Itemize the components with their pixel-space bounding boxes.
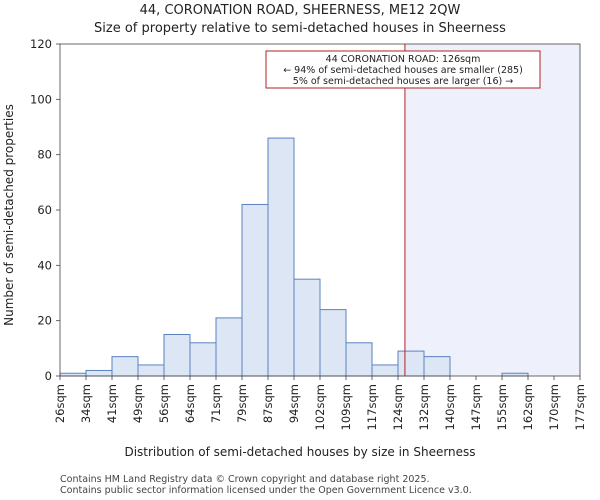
y-tick-label: 80 [37,148,52,162]
bar-117sqm [371,364,399,377]
x-tick-label: 87sqm [261,384,275,423]
x-tick-label: 49sqm [131,384,145,423]
annotation-box: 44 CORONATION ROAD: 126sqm ← 94% of semi… [265,50,541,89]
footer-copyright: Contains HM Land Registry data © Crown c… [60,474,430,485]
bar-41sqm [111,356,139,377]
x-tick-label: 124sqm [391,384,405,430]
bar-87sqm [267,137,295,377]
bar-79sqm [241,203,269,377]
bar-155sqm [501,372,529,377]
x-tick-label: 102sqm [313,384,327,430]
chart-title: 44, CORONATION ROAD, SHEERNESS, ME12 2QW [140,3,461,18]
x-tick-label: 132sqm [417,384,431,430]
footer-licence: Contains public sector information licen… [60,485,472,496]
x-tick-label: 147sqm [469,384,483,430]
bar-64sqm [189,342,217,377]
bar-34sqm [85,369,113,377]
bar-71sqm [215,317,243,377]
bar-102sqm [319,309,347,377]
x-tick-label: 26sqm [53,384,67,423]
x-tick-label: 79sqm [235,384,249,423]
annotation-larger: 5% of semi-detached houses are larger (1… [293,76,513,87]
y-tick-label: 120 [30,37,52,51]
x-tick-label: 117sqm [365,384,379,430]
bar-124sqm [397,350,425,377]
x-tick-label: 170sqm [547,384,561,430]
y-tick-label: 0 [45,369,52,383]
bar-132sqm [423,356,451,377]
y-tick-label: 100 [30,92,52,106]
y-axis-label: Number of semi-detached properties [2,104,16,326]
x-tick-label: 109sqm [339,384,353,430]
x-tick-label: 155sqm [495,384,509,430]
x-tick-label: 34sqm [79,384,93,423]
annotation-smaller: ← 94% of semi-detached houses are smalle… [283,65,523,76]
annotation-title: 44 CORONATION ROAD: 126sqm [326,54,481,65]
bar-56sqm [163,334,191,377]
y-tick-label: 20 [37,314,52,328]
x-tick-label: 162sqm [521,384,535,430]
y-tick-label: 60 [37,203,52,217]
x-tick-label: 177sqm [573,384,587,430]
x-tick-label: 56sqm [157,384,171,423]
bar-109sqm [345,342,373,377]
x-axis-label: Distribution of semi-detached houses by … [124,445,475,459]
chart-subtitle: Size of property relative to semi-detach… [94,21,506,36]
x-tick-label: 140sqm [443,384,457,430]
larger-region-shade [404,44,580,376]
x-tick-label: 64sqm [183,384,197,423]
bar-49sqm [137,364,165,377]
x-tick-label: 94sqm [287,384,301,423]
x-tick-label: 71sqm [209,384,223,423]
bar-26sqm [59,372,87,377]
y-tick-label: 40 [37,258,52,272]
x-tick-label: 41sqm [105,384,119,423]
bar-94sqm [293,278,321,377]
